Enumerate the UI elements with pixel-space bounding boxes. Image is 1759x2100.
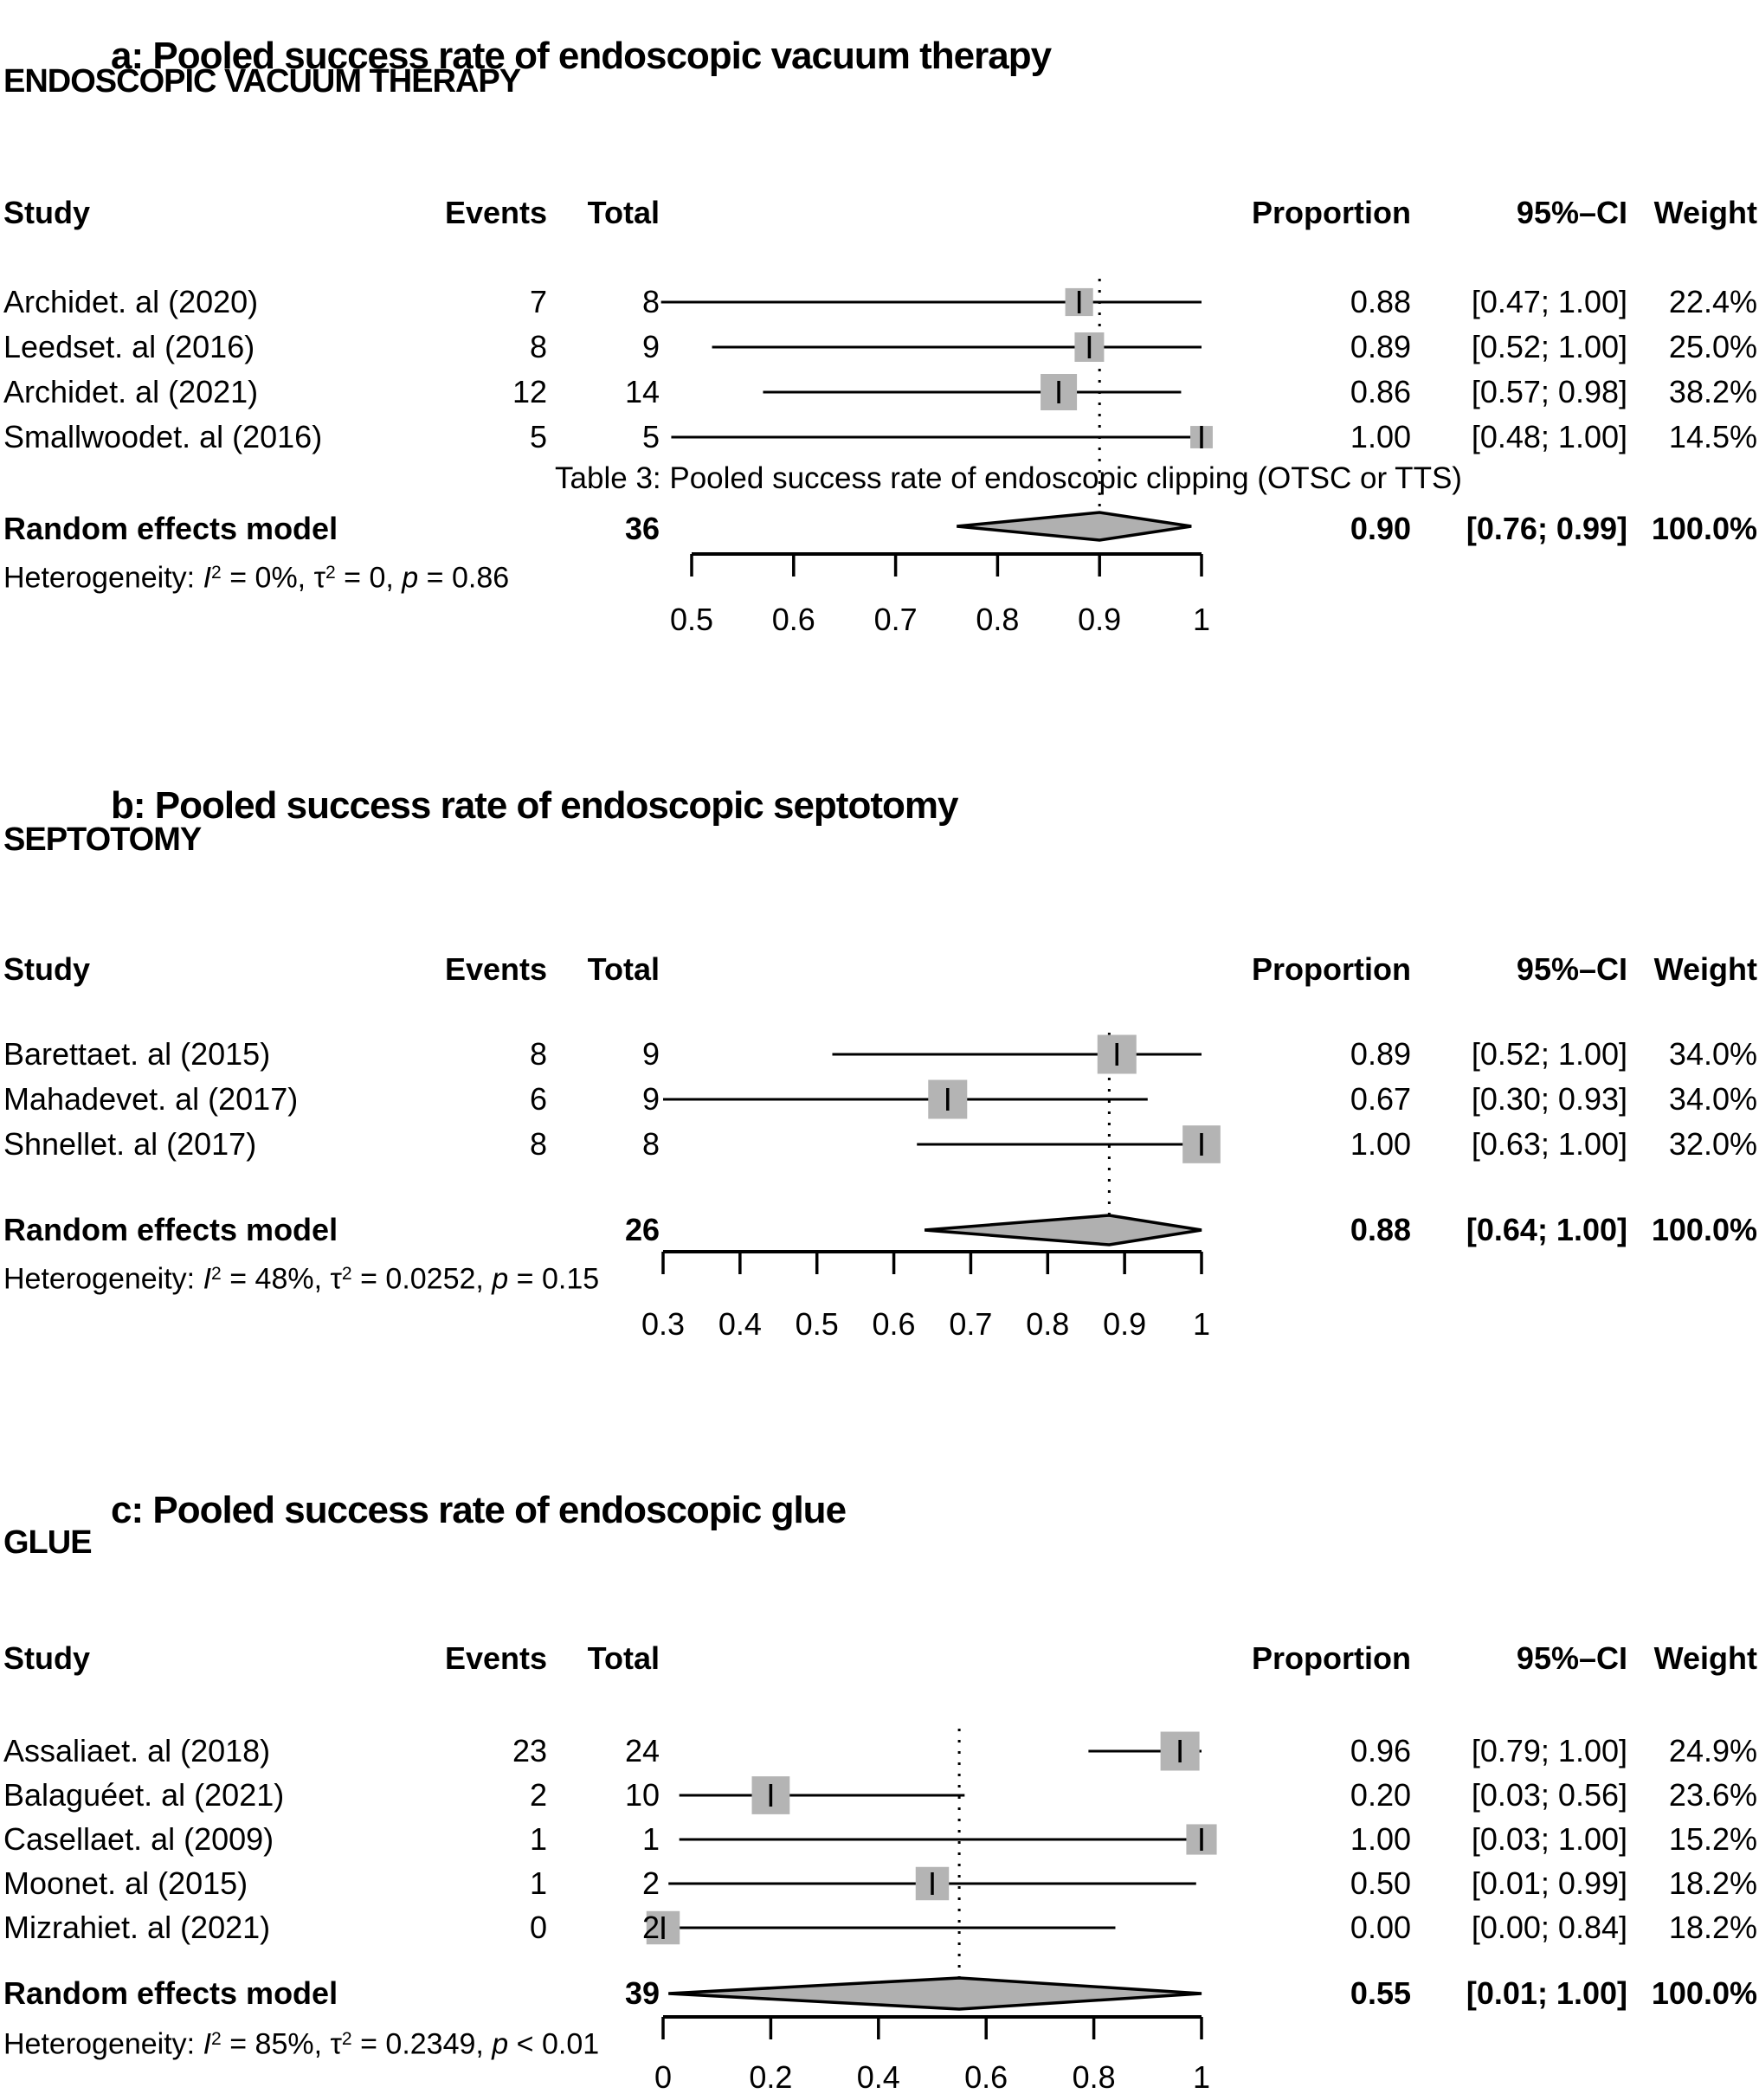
forest-panel-graphics-1 <box>661 1033 1221 1274</box>
forest-panel-graphics-2 <box>646 1729 1217 2039</box>
forest-panel-graphics-0 <box>660 279 1213 577</box>
summary-diamond <box>668 1976 1202 2011</box>
summary-diamond <box>924 1214 1202 1246</box>
summary-diamond <box>957 511 1192 542</box>
